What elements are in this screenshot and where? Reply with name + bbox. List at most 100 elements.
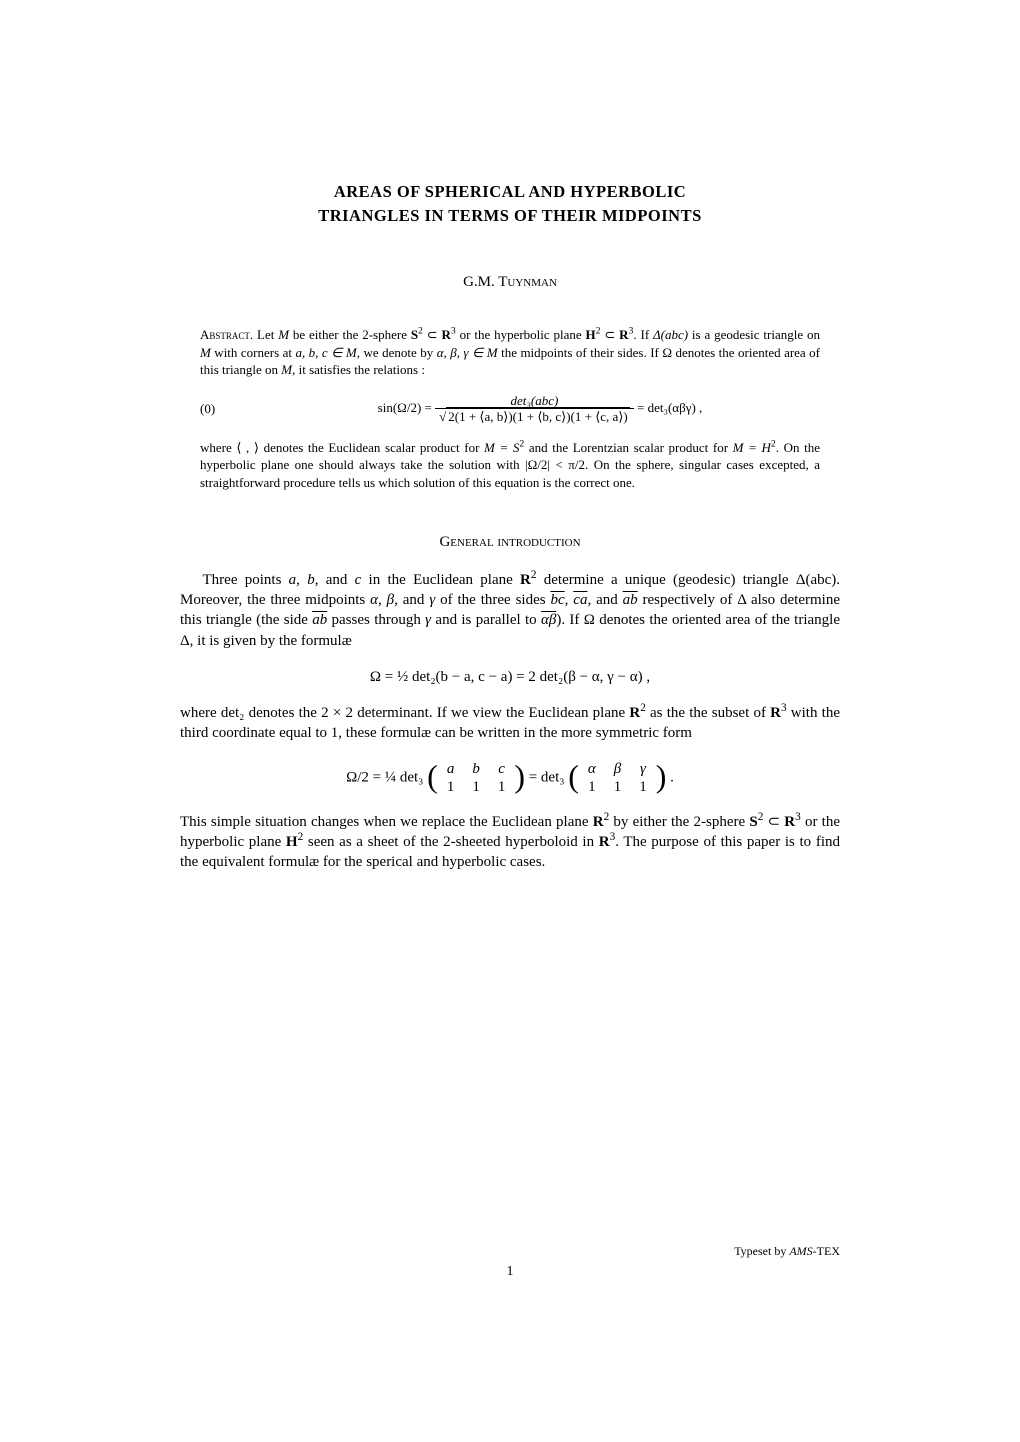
m1-11: a <box>438 760 464 778</box>
abs-t: . If <box>633 327 653 342</box>
b-R2: R <box>520 572 531 588</box>
det3abc: det₃(abc) <box>511 393 559 408</box>
b-ca: ca <box>573 592 587 608</box>
b-ab: ab <box>623 592 638 608</box>
b-t: determinant. If we view the Euclidean pl… <box>353 705 629 721</box>
b-S2: S <box>749 814 757 830</box>
H: H <box>586 327 596 342</box>
footer: Typeset by AMS-TEX 1 <box>180 1243 840 1282</box>
m2-13: γ <box>630 760 656 778</box>
lparen-icon: ( <box>427 760 438 792</box>
b-t: Three points <box>203 572 289 588</box>
section-heading: General introduction <box>180 532 840 552</box>
title-line-1: AREAS OF SPHERICAL AND HYPERBOLIC <box>334 182 686 201</box>
abs-t: and the Lorentzian scalar product for <box>524 440 732 455</box>
eq-frac: det₃(abc)√2(1 + ⟨a, b⟩)(1 + ⟨b, c⟩)(1 + … <box>435 393 634 425</box>
b-R3c: R <box>599 834 610 850</box>
body-text: Three points a, b, and c in the Euclidea… <box>180 570 840 873</box>
R2b: R <box>629 705 640 721</box>
eq-lhs: sin(Ω/2) = <box>378 400 435 415</box>
abs-abc: a, b, c ∈ M <box>295 345 356 360</box>
m2-23: 1 <box>630 778 656 796</box>
R3c: R <box>599 834 610 850</box>
abs-M: M <box>278 327 289 342</box>
abs-aby: α, β, γ ∈ M <box>437 345 498 360</box>
abs-MS2: M = S <box>484 440 519 455</box>
abs-t: Let <box>257 327 278 342</box>
b-t: , and <box>394 592 429 608</box>
b-ab3: αβ <box>541 612 556 628</box>
b-det2: det₂ <box>221 705 245 721</box>
S: S <box>411 327 418 342</box>
sup2: 2 <box>418 326 423 337</box>
abs-M3: M <box>281 362 292 377</box>
b-Omega: Ω <box>584 612 595 628</box>
abs-t: with corners at <box>211 345 296 360</box>
b-al: α <box>370 592 378 608</box>
abs-t: denotes the Euclidean scalar product for <box>259 440 484 455</box>
R3: R <box>770 705 781 721</box>
matrix-1-table: abc111 <box>438 760 515 796</box>
eq-den: √2(1 + ⟨a, b⟩)(1 + ⟨b, c⟩)(1 + ⟨c, a⟩) <box>435 409 634 425</box>
typeset-tex: -TEX <box>813 1244 840 1258</box>
abs-Dabc: Δ(abc) <box>653 327 688 342</box>
abs-Omega: Ω <box>662 345 672 360</box>
typeset-line: Typeset by AMS-TEX <box>180 1243 840 1259</box>
abs-t: , we denote by <box>357 345 437 360</box>
matrix-2: (αβγ111) <box>568 760 666 796</box>
b-t: where <box>180 705 221 721</box>
m1-13: c <box>489 760 515 778</box>
b-t: respectively of <box>638 592 738 608</box>
abs-M2: M <box>200 345 211 360</box>
abstract-equation-0: (0) sin(Ω/2) = det₃(abc)√2(1 + ⟨a, b⟩)(1… <box>200 393 820 425</box>
matrix-2-table: αβγ111 <box>579 760 656 796</box>
abs-H2: H <box>586 327 596 342</box>
abs-t: where <box>200 440 236 455</box>
eq-rhs: = det₃(αβγ) , <box>634 400 703 415</box>
typeset-pre: Typeset by <box>734 1244 789 1258</box>
b-t: denotes the oriented area of the triangl… <box>595 612 840 628</box>
S2: S <box>749 814 757 830</box>
b-R3: R <box>770 705 781 721</box>
paper-title: AREAS OF SPHERICAL AND HYPERBOLIC TRIANG… <box>180 180 840 228</box>
abstract-label: Abstract. <box>200 327 253 342</box>
b-t: determine a unique (geodesic) triangle <box>537 572 796 588</box>
b-b: b <box>307 572 315 588</box>
abs-t: or the hyperbolic plane <box>456 327 586 342</box>
page-number: 1 <box>180 1263 840 1282</box>
author: G.M. Tuynman <box>180 272 840 292</box>
b-t: by either the 2-sphere <box>609 814 749 830</box>
R: R <box>442 327 451 342</box>
rparen-icon: ) <box>514 760 525 792</box>
m1-23: 1 <box>489 778 515 796</box>
page: AREAS OF SPHERICAL AND HYPERBOLIC TRIANG… <box>0 0 1020 1442</box>
R2c: R <box>593 814 604 830</box>
b-t: This simple situation changes when we re… <box>180 814 593 830</box>
eq-body: sin(Ω/2) = det₃(abc)√2(1 + ⟨a, b⟩)(1 + ⟨… <box>260 393 820 425</box>
m1-12: b <box>463 760 489 778</box>
R2: R <box>520 572 531 588</box>
b-Dabc: Δ(abc) <box>796 572 836 588</box>
b-bc: bc <box>550 592 564 608</box>
sqrt-body: 2(1 + ⟨a, b⟩)(1 + ⟨b, c⟩)(1 + ⟨c, a⟩) <box>446 407 629 424</box>
eq2-lhs: Ω/2 = ¼ det₃ <box>346 769 423 785</box>
b-t: , and <box>587 592 622 608</box>
abs-bound: |Ω/2| < π/2 <box>525 457 585 472</box>
b-R2b: R <box>629 705 640 721</box>
b-t: passes through <box>327 612 425 628</box>
abs-angle: ⟨ , ⟩ <box>236 440 259 455</box>
Rb: R <box>619 327 628 342</box>
m2-22: 1 <box>605 778 631 796</box>
b-t: ). If <box>556 612 583 628</box>
m1-22: 1 <box>463 778 489 796</box>
abs-R3: R <box>442 327 451 342</box>
abs-S2: S <box>411 327 418 342</box>
abs-t: , it satisfies the relations : <box>292 362 425 377</box>
b-R2c: R <box>593 814 604 830</box>
eq2-end: . <box>670 769 674 785</box>
m2-11: α <box>579 760 605 778</box>
b-Delta2: Δ <box>180 633 190 649</box>
b-Delta: Δ <box>737 592 746 608</box>
abs-t: is a geodesic triangle on <box>688 327 820 342</box>
display-eq-1: Ω = ½ det₂(b − a, c − a) = 2 det₂(β − α,… <box>180 667 840 687</box>
